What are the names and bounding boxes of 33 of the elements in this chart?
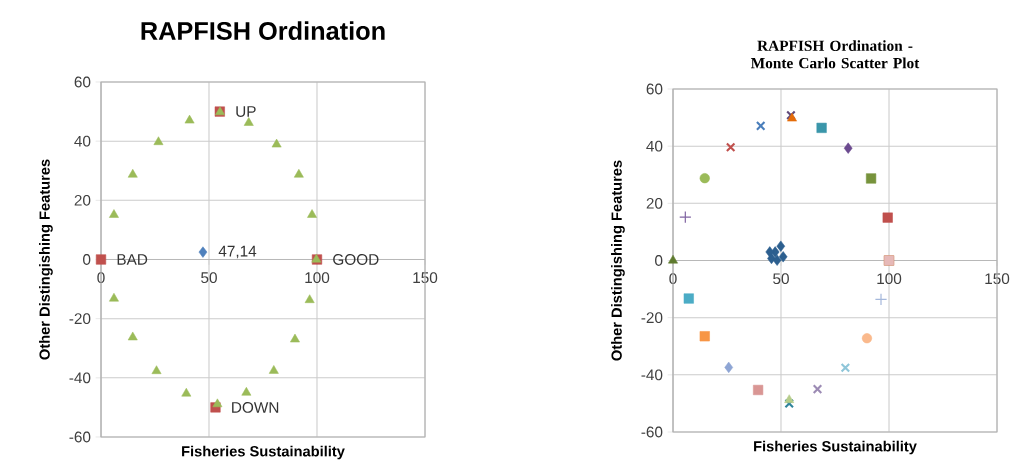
- annotation: DOWN: [232, 401, 279, 413]
- annotation: GOOD: [333, 254, 379, 265]
- annotation: BAD: [117, 254, 148, 265]
- x-tick-label: 150: [413, 272, 438, 284]
- y-tick-label: 40: [646, 140, 663, 152]
- y-tick-label: 60: [646, 83, 663, 95]
- y-tick-label: 20: [74, 194, 91, 206]
- y-tick-label: 60: [74, 76, 91, 88]
- x-axis-title: Fisheries Sustainability: [182, 445, 345, 460]
- y-tick-label: -20: [641, 312, 663, 324]
- x-tick-label: 50: [773, 273, 789, 285]
- y-tick-label: -40: [69, 372, 91, 384]
- chart-title: RAPFISH Ordination - Monte Carlo Scatter Plot: [750, 40, 920, 69]
- y-tick-label: 20: [646, 197, 663, 209]
- y-axis-title: Other Distingishing Features: [611, 160, 625, 361]
- y-tick-label: 0: [83, 254, 91, 265]
- x-axis-title: Fisheries Sustainability: [754, 440, 917, 455]
- y-tick-label: -60: [641, 426, 663, 438]
- x-tick-label: 100: [305, 272, 330, 284]
- x-tick-label: 0: [669, 273, 677, 285]
- x-tick-label: 150: [985, 273, 1010, 285]
- chart-title: RAPFISH Ordination: [141, 21, 385, 40]
- y-tick-label: -20: [69, 313, 91, 325]
- x-tick-label: 0: [97, 272, 105, 284]
- annotation: 47,14: [218, 245, 257, 259]
- y-tick-label: 0: [655, 255, 663, 266]
- x-tick-label: 50: [201, 272, 217, 284]
- y-tick-label: -60: [69, 431, 91, 443]
- annotation: UP: [236, 106, 256, 117]
- y-axis-title: Other Distingishing Features: [39, 159, 53, 360]
- y-tick-label: -40: [641, 369, 663, 381]
- y-tick-label: 40: [74, 135, 91, 147]
- x-tick-label: 100: [877, 273, 902, 285]
